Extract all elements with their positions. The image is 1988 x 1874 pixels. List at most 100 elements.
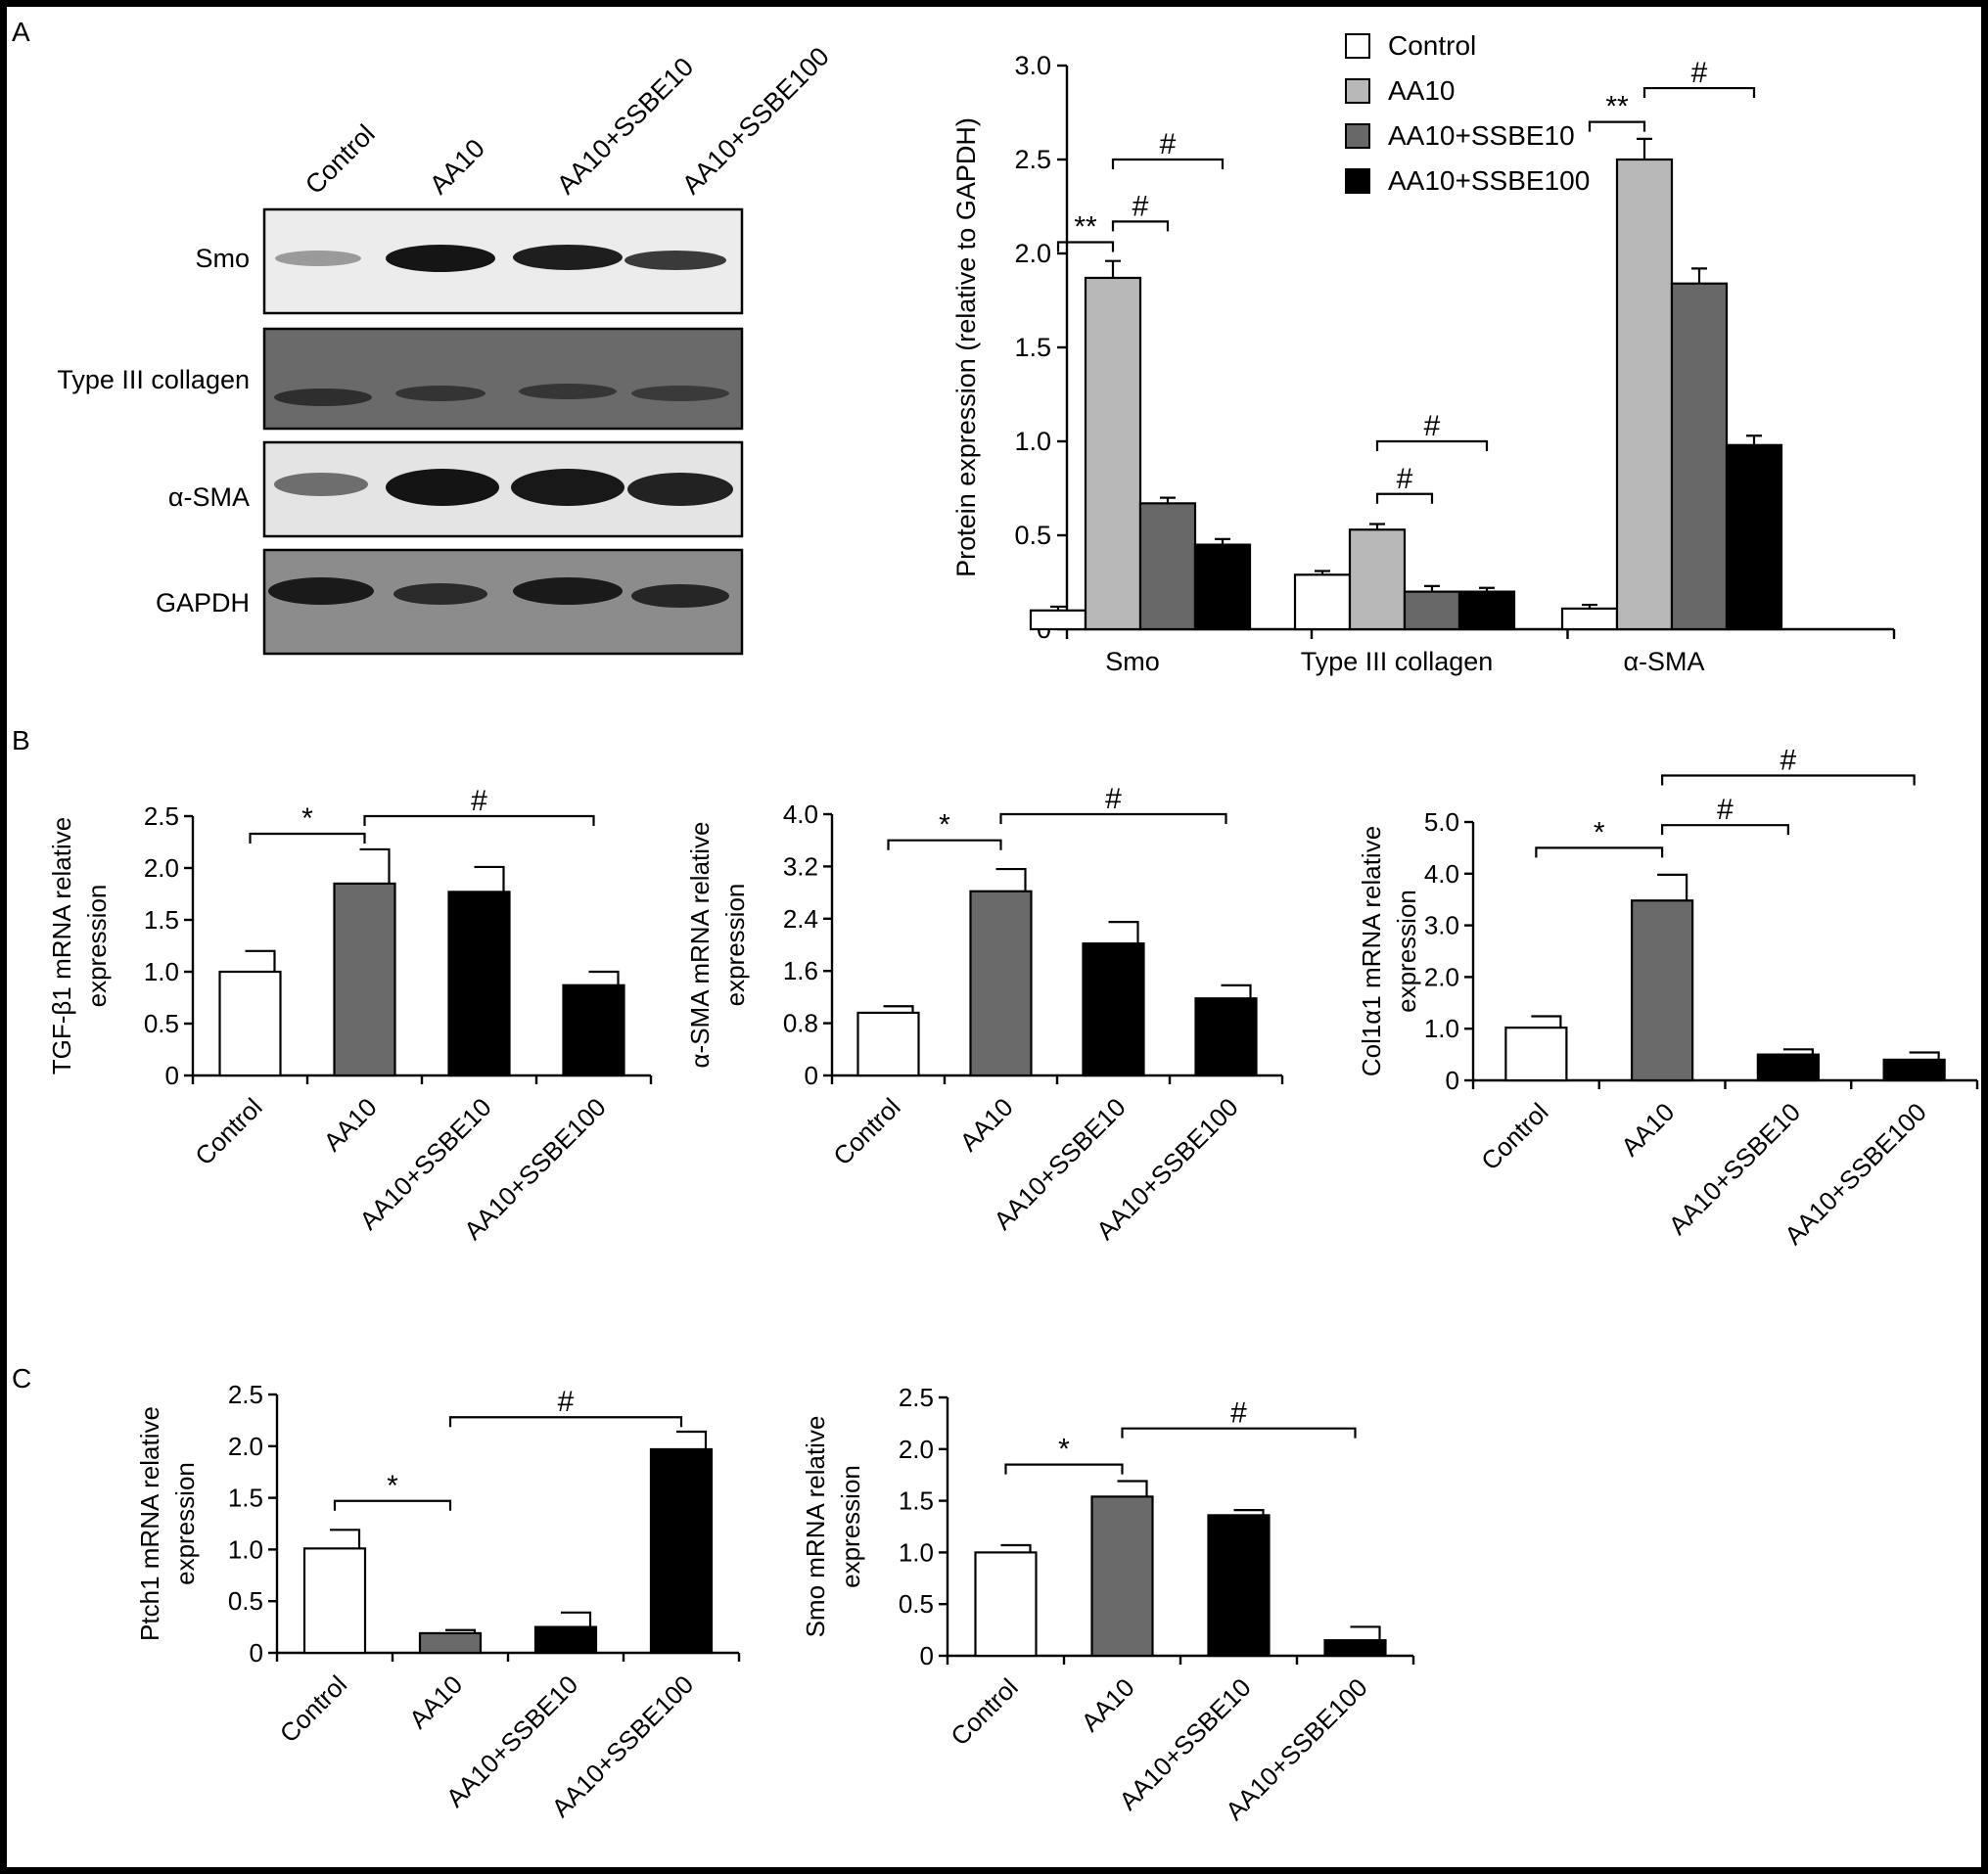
legend-label: AA10+SSBE10 [1388, 120, 1575, 151]
error-bar [474, 865, 505, 892]
significance-bracket [1004, 1463, 1124, 1475]
x-category-label: Smo [1105, 647, 1160, 676]
error-bar [1221, 983, 1252, 999]
y-axis-label: Ptch1 mRNA relative [135, 1406, 164, 1641]
bar [1882, 1058, 1946, 1082]
legend-swatch [1345, 168, 1370, 194]
error-bar [1691, 267, 1707, 284]
y-tick-label: 1.0 [228, 1534, 263, 1564]
bar [447, 891, 511, 1077]
error-bar [1531, 1015, 1562, 1028]
significance-marker: * [939, 809, 950, 842]
y-tick-label: 2.0 [228, 1432, 263, 1461]
y-tick-label: 0 [250, 1638, 263, 1668]
bar [1615, 158, 1674, 631]
significance-marker: # [1105, 783, 1122, 815]
band [393, 583, 487, 605]
significance-bracket [1661, 774, 1916, 786]
bar [1029, 609, 1087, 631]
error-bar [1233, 1509, 1265, 1516]
significance-marker: * [1594, 816, 1605, 848]
significance-bracket [1661, 824, 1789, 836]
error-bar [1105, 259, 1121, 278]
error-bar [1215, 537, 1230, 545]
significance-bracket [1375, 492, 1434, 504]
bar [1670, 282, 1729, 631]
significance-marker: * [1058, 1434, 1070, 1466]
y-tick-label: 3.2 [783, 851, 818, 881]
error-bar [445, 1628, 477, 1633]
y-tick-label: 4.0 [1424, 859, 1459, 889]
significance-marker: # [1133, 190, 1149, 222]
bar [649, 1447, 714, 1655]
significance-bracket [999, 812, 1227, 824]
band [386, 469, 499, 506]
bar [1084, 276, 1142, 631]
y-tick-label: 0 [165, 1061, 179, 1090]
y-tick-label: 0 [1446, 1066, 1459, 1095]
y-tick-label: 0.8 [783, 1009, 818, 1038]
significance-marker: # [1397, 463, 1413, 495]
y-tick-label: 2.0 [1014, 239, 1051, 268]
significance-bracket [1535, 846, 1664, 858]
bar [1323, 1639, 1387, 1658]
significance-marker: ** [1605, 91, 1629, 123]
significance-bracket [1056, 241, 1115, 252]
significance-bracket [1642, 86, 1756, 99]
significance-bracket [333, 1499, 452, 1511]
panel-label-a: A [12, 17, 30, 47]
y-axis-label: Col1α1 mRNA relative [1357, 826, 1386, 1076]
error-bar [1657, 873, 1688, 901]
bar [302, 1547, 367, 1655]
significance-bracket [1111, 158, 1225, 169]
error-bar [676, 1430, 708, 1449]
band [511, 469, 624, 506]
band [513, 577, 623, 605]
bar [1560, 607, 1619, 631]
significance-bracket [363, 814, 595, 826]
y-tick-label: 2.0 [899, 1435, 934, 1464]
error-bar [1350, 1625, 1381, 1641]
y-tick-label: 0.5 [228, 1586, 263, 1616]
significance-bracket [1588, 120, 1646, 132]
bar [1293, 573, 1352, 631]
significance-marker: ** [1074, 210, 1097, 243]
significance-marker: # [1230, 1397, 1247, 1430]
y-tick-label: 1.0 [1014, 427, 1051, 456]
band [631, 386, 729, 401]
significance-bracket [1375, 439, 1489, 451]
significance-bracket [1111, 220, 1170, 232]
panel-label-c: C [12, 1363, 31, 1394]
legend-swatch [1345, 78, 1370, 104]
error-bar [1160, 496, 1176, 504]
error-bar [1479, 586, 1495, 592]
blot-gapdh-strip [262, 548, 744, 656]
significance-marker: # [1424, 410, 1441, 442]
y-axis-label: expression [170, 1462, 200, 1585]
bar [1631, 899, 1694, 1082]
x-category-label: α-SMA [1623, 647, 1704, 676]
y-tick-label: 4.0 [783, 800, 818, 829]
y-tick-label: 2.5 [899, 1383, 934, 1412]
y-axis-label: expression [720, 884, 750, 1007]
bar [1756, 1053, 1820, 1082]
bar [1207, 1514, 1271, 1658]
bar [1457, 590, 1516, 631]
bar [1403, 590, 1461, 631]
band [627, 473, 733, 506]
x-category-label: Type III collagen [1301, 647, 1494, 676]
bar [1725, 443, 1783, 631]
y-tick-label: 0 [805, 1061, 818, 1090]
blot-protein-label: Smo [195, 244, 250, 273]
error-bar [1746, 434, 1762, 445]
y-tick-label: 1.5 [1014, 333, 1051, 362]
band [631, 584, 729, 608]
band [519, 384, 617, 399]
y-tick-label: 3.0 [1014, 51, 1051, 80]
band [274, 389, 372, 406]
blot-asma-strip [262, 440, 744, 538]
y-tick-label: 2.0 [144, 853, 179, 883]
error-bar [1050, 605, 1066, 611]
bar [974, 1551, 1038, 1658]
